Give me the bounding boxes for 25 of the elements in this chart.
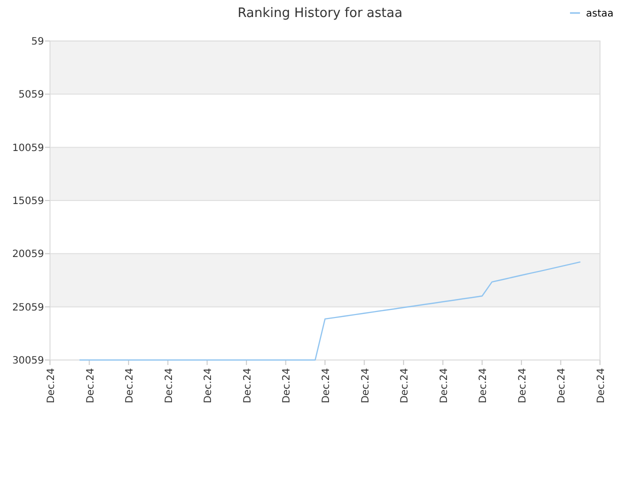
x-tick-label: Dec.24 [242,368,254,404]
y-tick-label: 30059 [12,356,44,366]
y-tick-label: 10059 [12,142,44,154]
x-tick-label: Dec.24 [517,368,528,404]
x-tick-label: Dec.24 [360,368,372,404]
x-tick-label: Dec.24 [596,368,607,404]
x-tick-label: Dec.24 [282,368,293,404]
y-tick-label: 5059 [18,90,44,101]
y-tick-label: 25059 [12,302,44,314]
x-tick-label: Dec.24 [400,368,411,404]
x-tick-label: Dec.24 [164,368,175,404]
y-tick-label: 15059 [12,196,44,207]
x-tick-label: Dec.24 [321,368,332,404]
legend-label: astaa [586,8,614,20]
y-tick-label: 20059 [12,249,44,260]
x-tick-label: Dec.24 [556,368,568,404]
x-tick-label: Dec.24 [203,368,214,404]
x-tick-label: Dec.24 [85,368,96,404]
y-tick-label: 59 [31,36,44,48]
x-tick-label: Dec.24 [438,368,450,404]
x-tick-label: Dec.24 [478,368,490,404]
x-tick-label: Dec.24 [46,368,57,404]
line-series [78,261,581,361]
x-tick-label: Dec.24 [124,368,136,404]
chart-title: Ranking History for astaa [238,6,402,21]
